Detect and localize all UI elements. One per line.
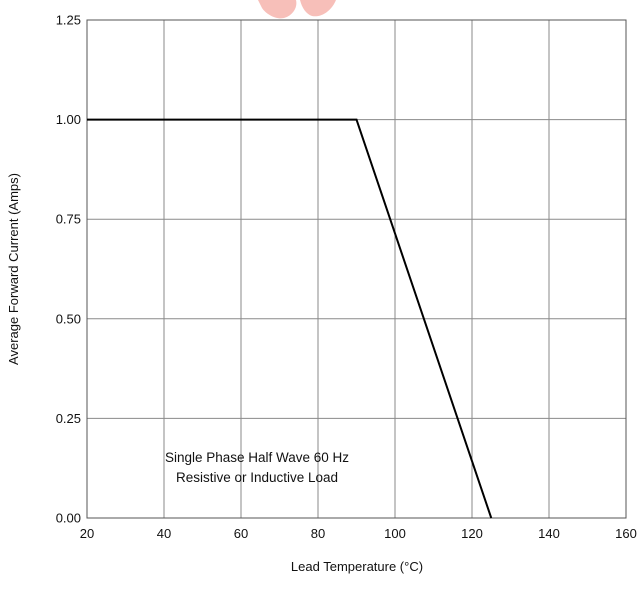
y-tick-label: 1.25	[56, 13, 81, 28]
x-tick-label: 120	[461, 526, 483, 541]
series-group	[87, 118, 493, 519]
y-axis-title: Average Forward Current (Amps)	[6, 173, 21, 365]
x-tick-label: 80	[311, 526, 325, 541]
x-tick-label: 160	[615, 526, 637, 541]
y-tick-label: 0.00	[56, 511, 81, 526]
x-grid-lines	[86, 20, 627, 518]
y-tick-label: 0.75	[56, 212, 81, 227]
x-tick-label: 40	[157, 526, 171, 541]
x-axis-title: Lead Temperature (°C)	[291, 559, 423, 574]
x-tick-label: 140	[538, 526, 560, 541]
annotation-line-1: Single Phase Half Wave 60 Hz	[165, 450, 349, 465]
y-grid-lines	[87, 19, 626, 519]
watermark-logo-icon	[258, 0, 336, 19]
plot-area-frame	[86, 19, 627, 519]
y-tick-labels: 0.00 0.25 0.50 0.75 1.00 1.25	[56, 13, 81, 526]
y-tick-label: 0.25	[56, 411, 81, 426]
x-tick-label: 20	[80, 526, 94, 541]
y-tick-label: 1.00	[56, 112, 81, 127]
series-line	[87, 118, 493, 519]
x-tick-label: 100	[384, 526, 406, 541]
annotation-line-2: Resistive or Inductive Load	[176, 470, 338, 485]
y-tick-label: 0.50	[56, 311, 81, 326]
x-tick-labels: 20 40 60 80 100 120 140 160	[80, 526, 637, 541]
x-tick-label: 60	[234, 526, 248, 541]
